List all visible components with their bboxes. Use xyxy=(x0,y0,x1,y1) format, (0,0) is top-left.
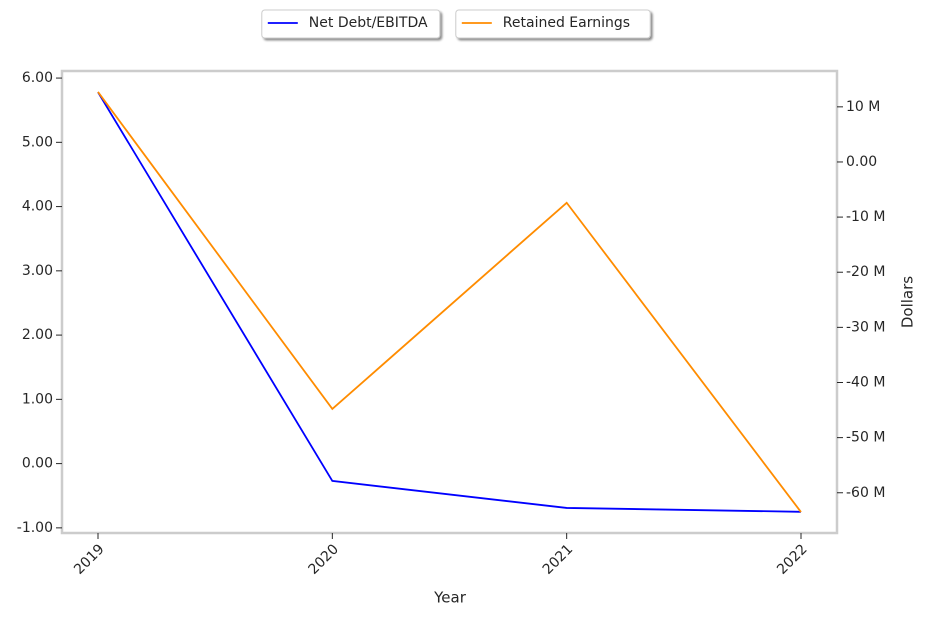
legend-item: Retained Earnings xyxy=(455,9,651,39)
x-tick-label: 2020 xyxy=(305,541,342,578)
y2-tick-label: -10 M xyxy=(846,209,885,225)
y-tick-label: 0.00 xyxy=(22,456,53,472)
y2-tick-label: -60 M xyxy=(846,485,885,501)
y-tick-label: 3.00 xyxy=(22,263,53,279)
y2-tick-label: -30 M xyxy=(846,319,885,335)
legend-item: Net Debt/EBITDA xyxy=(261,9,441,39)
x-tick-label: 2019 xyxy=(71,541,108,578)
y-tick-label: 2.00 xyxy=(22,327,53,343)
series-line xyxy=(97,91,802,513)
series-line xyxy=(97,91,802,513)
y2-tick-label: -40 M xyxy=(846,374,885,390)
y2-tick-label: 10 M xyxy=(846,99,880,115)
y2-tick-label: -50 M xyxy=(846,430,885,446)
y2-tick-label: 0.00 xyxy=(846,154,877,170)
legend-box xyxy=(455,9,651,39)
x-tick-label: 2022 xyxy=(774,541,811,578)
y2-tick-label: -20 M xyxy=(846,264,885,280)
y-tick-label: -1.00 xyxy=(17,520,53,536)
x-axis-label: Year xyxy=(433,589,467,607)
plot-frame xyxy=(60,69,839,535)
x-tick-label: 2021 xyxy=(540,541,577,578)
y-tick-label: 5.00 xyxy=(22,134,53,150)
legend-label: Net Debt/EBITDA xyxy=(309,15,428,31)
y-tick-label: 1.00 xyxy=(22,391,53,407)
legend-label: Retained Earnings xyxy=(503,15,630,31)
legend-box xyxy=(261,9,441,39)
y-tick-label: 6.00 xyxy=(22,70,53,86)
y2-axis-label: Dollars xyxy=(899,276,917,328)
y-tick-label: 4.00 xyxy=(22,199,53,215)
